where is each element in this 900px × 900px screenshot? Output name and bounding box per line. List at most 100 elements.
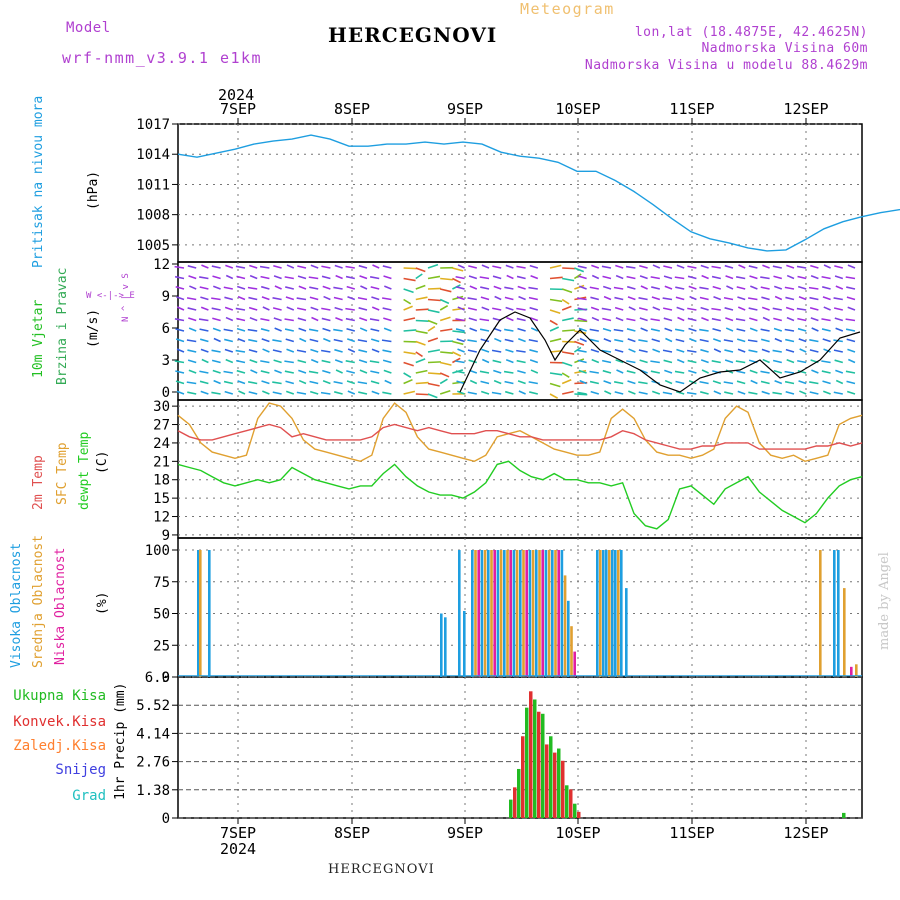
wind-arrow (347, 348, 356, 353)
x-bottom-label: 11SEP (669, 824, 714, 842)
wind-arrow (504, 296, 514, 301)
wind-arrow (297, 307, 307, 311)
wind-arrow (821, 370, 831, 374)
wind-arrow (237, 337, 246, 343)
cloud-bar (551, 550, 554, 677)
wind-arrow (235, 265, 246, 269)
wind-arrow (403, 267, 417, 270)
wind-arrow (297, 359, 307, 364)
temp-tick-label: 21 (153, 454, 170, 470)
wind-arrow (811, 327, 819, 332)
wind-arrow (297, 275, 307, 280)
wind-arrow (249, 317, 258, 322)
cloud-bar (573, 651, 576, 677)
wind-arrow (274, 327, 282, 332)
wind-arrow (260, 317, 270, 322)
wind-arrow (403, 361, 414, 367)
wind-arrow (772, 307, 782, 311)
wind-arrow (735, 318, 746, 322)
wind-arrow (517, 327, 526, 332)
wind-arrow (590, 348, 600, 353)
wind-arrow (238, 390, 246, 395)
wind-arrow (773, 369, 783, 374)
wind-arrow (248, 391, 258, 395)
wind-arrow (415, 284, 426, 290)
wind-arrow (415, 393, 429, 396)
wind-arrow (823, 390, 831, 395)
wind-arrow (748, 297, 758, 301)
wind-arrow (809, 296, 819, 301)
wind-arrow (360, 285, 368, 290)
wind-arrow (700, 359, 709, 364)
wind-arrow (358, 264, 368, 269)
wind-arrow (650, 360, 660, 364)
wind-arrow (578, 327, 587, 332)
wind-arrow (199, 338, 209, 343)
wind-arrow (651, 338, 661, 343)
wind-arrow (589, 328, 599, 332)
wind-arrow (821, 275, 831, 280)
wind-arrow (688, 369, 697, 374)
precip-legend-label: Zaledj.Kisa (13, 738, 106, 754)
wind-arrow (308, 276, 319, 280)
wind-arrow (761, 306, 770, 311)
wind-arrow (725, 275, 734, 280)
wind-arrow (749, 327, 758, 332)
wind-arrow (810, 317, 819, 322)
wind-arrow (736, 338, 746, 343)
wind-arrow (845, 318, 856, 322)
wind-arrow (689, 337, 697, 343)
wind-arrow (650, 370, 660, 374)
cloud-bar (617, 550, 620, 677)
wind-arrow (427, 349, 441, 353)
wind-arrow (236, 285, 246, 290)
wind-arrow (467, 297, 477, 301)
wind-arrow (761, 390, 770, 395)
wind-arrow (457, 264, 465, 269)
wind-arrow (602, 327, 612, 332)
wind-arrow (371, 348, 380, 353)
wind-arrow (321, 307, 331, 311)
precip-bar (545, 744, 549, 818)
wind-arrow (481, 306, 490, 311)
wind-arrow (662, 349, 673, 353)
wind-arrow (369, 276, 380, 280)
wind-arrow (638, 297, 648, 301)
cloud-bar (563, 575, 567, 677)
wind-arrow (615, 264, 624, 269)
wind-arrow (665, 337, 673, 343)
wind-arrow (439, 389, 451, 395)
wind-arrow (213, 379, 221, 385)
wind-arrow (274, 285, 282, 290)
wind-arrow (688, 327, 697, 332)
wind-arrow (382, 359, 392, 364)
x-top-label: 12SEP (783, 100, 828, 118)
cloud-bar (444, 617, 447, 677)
cloud-bar (614, 550, 617, 677)
wind-arrow (439, 305, 449, 311)
wind-arrow (320, 391, 331, 395)
wind-arrow (370, 380, 380, 385)
pressure-tick-label: 1017 (136, 117, 170, 133)
precip-tick-label: 6.9 (145, 670, 170, 686)
wind-arrow (493, 285, 502, 290)
wind-arrow (847, 306, 856, 311)
wind-arrow (785, 348, 795, 353)
wind-arrow (359, 317, 368, 322)
wind-arrow (346, 327, 356, 332)
wind-arrow (201, 264, 209, 269)
wind-arrow (272, 297, 282, 301)
wind-arrow (504, 338, 514, 343)
wind-arrow (603, 295, 612, 301)
wind-arrow (427, 309, 440, 314)
wind-arrow (415, 381, 429, 385)
year-top: 2024 (218, 86, 254, 104)
wind-arrow (723, 339, 734, 343)
wind-arrow (415, 319, 429, 323)
precip-tick-label: 4.14 (136, 726, 170, 742)
wind-arrow (247, 381, 258, 385)
wind-arrow (602, 275, 612, 280)
wind-arrow (260, 370, 270, 374)
wind-arrow (199, 380, 209, 385)
precip-bar (517, 768, 521, 818)
